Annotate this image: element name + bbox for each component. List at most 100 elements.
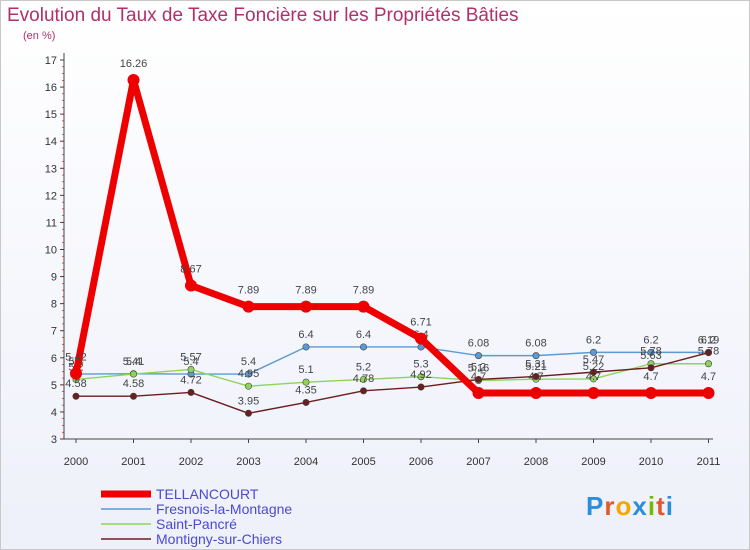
data-point bbox=[130, 392, 138, 400]
data-label: 3.95 bbox=[238, 395, 259, 407]
data-point bbox=[532, 372, 540, 380]
data-label: 6.4 bbox=[298, 329, 313, 341]
data-label: 6.71 bbox=[410, 317, 431, 329]
data-label: 6.2 bbox=[643, 334, 658, 346]
data-label: 6.19 bbox=[698, 335, 719, 347]
data-label: 4.7 bbox=[471, 371, 486, 383]
data-label: 4.78 bbox=[353, 373, 374, 385]
data-label: 5.4 bbox=[241, 356, 256, 368]
data-label: 5.63 bbox=[640, 350, 661, 362]
data-label: 5.16 bbox=[468, 363, 489, 375]
data-point bbox=[70, 367, 82, 380]
data-point bbox=[359, 387, 367, 395]
data-label: 4.7 bbox=[701, 371, 716, 383]
x-tick-label: 2005 bbox=[351, 456, 375, 468]
y-tick-label: 3 bbox=[51, 434, 57, 446]
data-label: 8.67 bbox=[180, 264, 201, 276]
data-point bbox=[357, 300, 370, 313]
data-label: 5.57 bbox=[180, 351, 201, 363]
data-label: 5.22 bbox=[583, 361, 604, 373]
data-label: 6.2 bbox=[586, 334, 601, 346]
data-point bbox=[704, 349, 712, 357]
data-label: 5.2 bbox=[356, 361, 371, 373]
data-point bbox=[647, 348, 655, 356]
data-point bbox=[704, 360, 712, 368]
legend-entry: Saint-Pancré bbox=[156, 516, 237, 532]
y-tick-label: 15 bbox=[45, 109, 57, 121]
y-tick-label: 6 bbox=[51, 353, 57, 365]
data-point bbox=[472, 386, 485, 399]
data-label: 4.7 bbox=[643, 371, 658, 383]
legend-entry: Montigny-sur-Chiers bbox=[156, 531, 282, 547]
data-label: 5.21 bbox=[525, 361, 546, 373]
chart-unit: (en %) bbox=[23, 30, 56, 42]
data-label: 4.58 bbox=[123, 378, 144, 390]
data-point bbox=[417, 383, 425, 391]
data-label: 16.26 bbox=[120, 58, 148, 70]
data-point bbox=[359, 343, 367, 351]
data-point bbox=[127, 74, 140, 87]
data-point bbox=[302, 343, 310, 351]
data-label: 5.2 bbox=[471, 361, 486, 373]
data-point bbox=[647, 364, 655, 372]
data-point bbox=[474, 375, 482, 383]
data-label: 7.89 bbox=[238, 285, 259, 297]
logo-letter: P bbox=[586, 491, 605, 521]
data-label: 4.72 bbox=[180, 374, 201, 386]
data-label: 5.3 bbox=[413, 359, 428, 371]
y-tick-label: 12 bbox=[45, 190, 57, 202]
logo-letter: i bbox=[665, 491, 674, 521]
x-tick-label: 2009 bbox=[581, 456, 605, 468]
data-point bbox=[302, 378, 310, 386]
y-tick-label: 10 bbox=[45, 245, 57, 257]
proxiti-logo[interactable]: Proxiti bbox=[586, 491, 674, 522]
y-tick-label: 8 bbox=[51, 299, 57, 311]
logo-letter: t bbox=[656, 491, 666, 521]
chart-title: Evolution du Taux de Taxe Foncière sur l… bbox=[7, 5, 519, 26]
logo-letter: x bbox=[632, 491, 648, 521]
data-label: 7.89 bbox=[295, 285, 316, 297]
x-tick-label: 2004 bbox=[294, 456, 318, 468]
data-label: 4.95 bbox=[238, 368, 259, 380]
data-label: 5.4 bbox=[126, 356, 141, 368]
data-label: 6.08 bbox=[525, 338, 546, 350]
y-tick-label: 14 bbox=[45, 136, 57, 148]
data-label: 5.4 bbox=[183, 356, 198, 368]
x-tick-label: 2002 bbox=[179, 456, 203, 468]
data-point bbox=[589, 368, 597, 376]
data-point bbox=[589, 348, 597, 356]
data-label: 6.2 bbox=[701, 334, 716, 346]
data-point bbox=[130, 370, 138, 378]
series-line-0 bbox=[75, 346, 709, 375]
x-tick-label: 2006 bbox=[409, 456, 433, 468]
data-label: 7.89 bbox=[353, 285, 374, 297]
data-point bbox=[415, 332, 427, 345]
data-label: 5.31 bbox=[525, 358, 546, 370]
data-label: 4.58 bbox=[65, 378, 86, 390]
data-point bbox=[187, 365, 195, 373]
series-line-1 bbox=[75, 363, 709, 387]
data-point bbox=[645, 386, 657, 399]
x-tick-label: 2003 bbox=[236, 456, 260, 468]
y-tick-label: 13 bbox=[45, 163, 57, 175]
y-tick-label: 4 bbox=[51, 407, 57, 419]
data-point bbox=[245, 382, 253, 390]
logo-letter: i bbox=[647, 491, 657, 521]
data-label: 5.1 bbox=[298, 364, 313, 376]
data-point bbox=[245, 370, 253, 378]
data-point bbox=[185, 279, 197, 292]
y-tick-label: 7 bbox=[51, 326, 57, 338]
data-point bbox=[359, 375, 367, 383]
x-tick-label: 2000 bbox=[64, 456, 88, 468]
data-label: 4.7 bbox=[528, 371, 543, 383]
x-tick-label: 2010 bbox=[639, 456, 663, 468]
data-point bbox=[245, 409, 253, 417]
data-label: 5.42 bbox=[65, 351, 86, 363]
y-tick-label: 9 bbox=[51, 272, 57, 284]
data-point bbox=[242, 300, 255, 313]
data-label: 4.7 bbox=[586, 371, 601, 383]
data-point bbox=[417, 373, 425, 381]
x-tick-label: 2001 bbox=[121, 456, 145, 468]
